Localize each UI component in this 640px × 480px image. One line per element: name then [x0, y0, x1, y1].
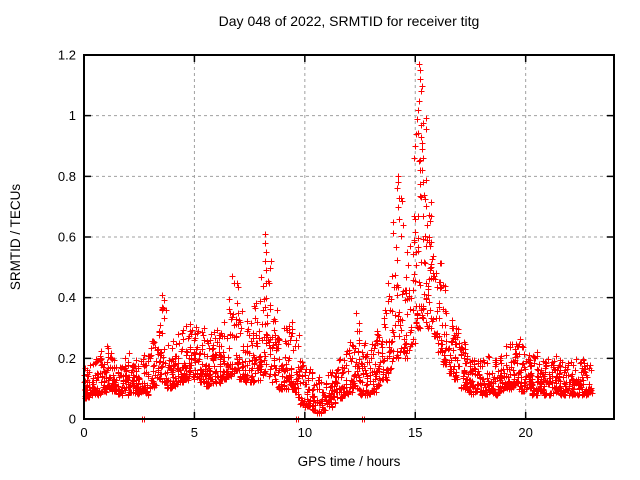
scatter-points — [81, 61, 596, 423]
gridlines — [84, 55, 614, 419]
x-axis-label: GPS time / hours — [298, 454, 401, 469]
x-tick-label: 10 — [298, 425, 312, 440]
chart-title: Day 048 of 2022, SRMTID for receiver tit… — [219, 13, 480, 29]
y-tick-label: 0 — [69, 412, 76, 427]
x-tick-label: 5 — [191, 425, 198, 440]
axis-ticks — [83, 54, 614, 420]
y-tick-label: 0.8 — [58, 169, 76, 184]
x-tick-label: 15 — [408, 425, 422, 440]
y-axis-label: SRMTID / TECUs — [8, 184, 23, 291]
x-tick-label: 20 — [518, 425, 532, 440]
y-tick-label: 1.2 — [58, 48, 76, 63]
x-tick-labels: 0 5 10 15 20 — [80, 425, 533, 440]
data-point-markers — [81, 61, 596, 423]
y-tick-label: 1 — [69, 108, 76, 123]
x-tick-label: 0 — [80, 425, 87, 440]
y-tick-label: 0.4 — [58, 290, 76, 305]
y-tick-labels: 0 0.2 0.4 0.6 0.8 1 1.2 — [58, 48, 76, 427]
y-tick-label: 0.2 — [58, 351, 76, 366]
tick-marks — [83, 54, 614, 420]
y-tick-label: 0.6 — [58, 230, 76, 245]
